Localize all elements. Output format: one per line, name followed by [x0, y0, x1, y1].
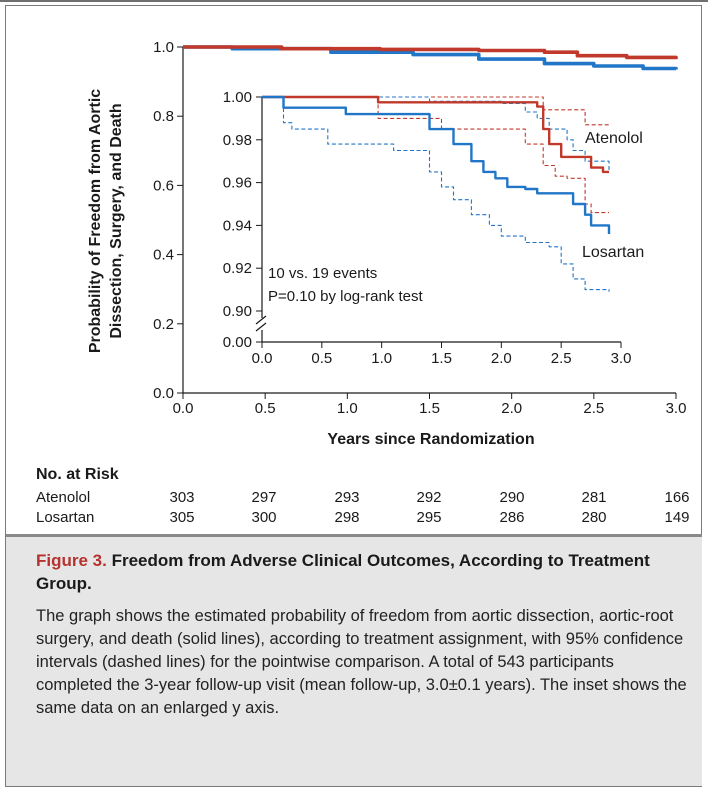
y-tick-label: 0.2 — [153, 316, 174, 333]
x-tick-label: 1.5 — [419, 400, 440, 417]
risk-count: 290 — [499, 489, 525, 506]
x-tick-label: 2.5 — [583, 400, 604, 417]
risk-count: 300 — [251, 509, 277, 526]
y-tick-label: 0.0 — [153, 385, 174, 402]
inset-y-tick-label: 0.90 — [223, 303, 252, 320]
risk-count: 305 — [169, 509, 195, 526]
risk-row-losartan: Losartan 305 300 298 295 286 280 149 — [36, 509, 696, 529]
inset-x-tick-label: 3.0 — [611, 350, 632, 367]
axis-break-mark — [255, 322, 267, 332]
risk-count: 293 — [334, 489, 360, 506]
risk-count: 149 — [664, 509, 690, 526]
inset-y-tick-label: 0.92 — [223, 260, 252, 277]
y-tick-label: 0.4 — [153, 247, 174, 264]
inset-series-atenolol-lower-95-ci — [262, 96, 609, 214]
caption-title-block: Figure 3. Freedom from Adverse Clinical … — [36, 549, 692, 595]
risk-count: 280 — [581, 509, 607, 526]
y-axis-label-line1: Probability of Freedom from Aortic — [87, 89, 104, 353]
inset-x-tick-label: 2.0 — [491, 350, 512, 367]
risk-count: 297 — [251, 489, 277, 506]
inset-x-tick-label: 2.5 — [551, 350, 572, 367]
y-tick-label: 1.0 — [153, 39, 174, 56]
risk-table-title: No. at Risk — [36, 466, 119, 483]
inset-series-losartan-lower-95-ci — [262, 96, 610, 292]
inset-y-tick-label: 1.00 — [223, 89, 252, 106]
figure-frame — [5, 5, 702, 787]
y-tick-label: 0.8 — [153, 108, 174, 125]
x-tick-label: 0.0 — [173, 400, 194, 417]
risk-row-label: Atenolol — [36, 489, 91, 506]
inset-annotation-pvalue: P=0.10 by log-rank test — [268, 288, 424, 305]
risk-count: 292 — [416, 489, 442, 506]
inset-x-tick-label: 0.5 — [311, 350, 332, 367]
x-tick-label: 3.0 — [666, 400, 687, 417]
inset-series-atenolol — [262, 95, 609, 174]
risk-row-atenolol: Atenolol 303 297 293 292 290 281 166 — [36, 489, 696, 509]
caption-title: Freedom from Adverse Clinical Outcomes, … — [36, 551, 650, 593]
risk-count: 298 — [334, 509, 360, 526]
inset-label-atenolol: Atenolol — [585, 130, 643, 147]
main-series-atenolol — [183, 45, 678, 60]
inset-y-tick-label: 0.94 — [223, 217, 252, 234]
inset-x-tick-label: 1.0 — [371, 350, 392, 367]
inset-y-tick-label: 0.00 — [223, 334, 252, 351]
risk-count: 303 — [169, 489, 195, 506]
x-tick-label: 2.0 — [501, 400, 522, 417]
inset-x-tick-label: 1.5 — [431, 350, 452, 367]
axis-break-mark — [255, 315, 267, 325]
x-tick-label: 1.0 — [337, 400, 358, 417]
figure-caption: Figure 3. Freedom from Adverse Clinical … — [6, 534, 702, 786]
inset-label-losartan: Losartan — [582, 244, 644, 261]
inset-series-atenolol-upper-95-ci — [262, 96, 609, 126]
inset-y-tick-label: 0.96 — [223, 175, 252, 192]
caption-body: The graph shows the estimated probabilit… — [36, 607, 687, 717]
risk-count: 166 — [664, 489, 690, 506]
risk-count: 295 — [416, 509, 442, 526]
inset-x-tick-label: 0.0 — [252, 350, 273, 367]
risk-row-label: Losartan — [36, 509, 95, 526]
y-tick-label: 0.6 — [153, 177, 174, 194]
risk-count: 281 — [581, 489, 607, 506]
inset-annotation-events: 10 vs. 19 events — [268, 265, 377, 282]
y-axis-label-line2: Dissection, Surgery, and Death — [108, 103, 125, 338]
survival-chart: Probability of Freedom from Aortic Disse… — [87, 39, 687, 448]
risk-count: 286 — [499, 509, 525, 526]
inset-y-tick-label: 0.98 — [223, 132, 252, 149]
top-rule — [0, 0, 708, 2]
inset-series-losartan — [262, 95, 611, 234]
figure-number: Figure 3. — [36, 551, 107, 570]
x-tick-label: 0.5 — [255, 400, 276, 417]
risk-table: No. at Risk Atenolol 303 297 293 292 290… — [36, 466, 696, 529]
x-axis-label: Years since Randomization — [327, 431, 534, 448]
